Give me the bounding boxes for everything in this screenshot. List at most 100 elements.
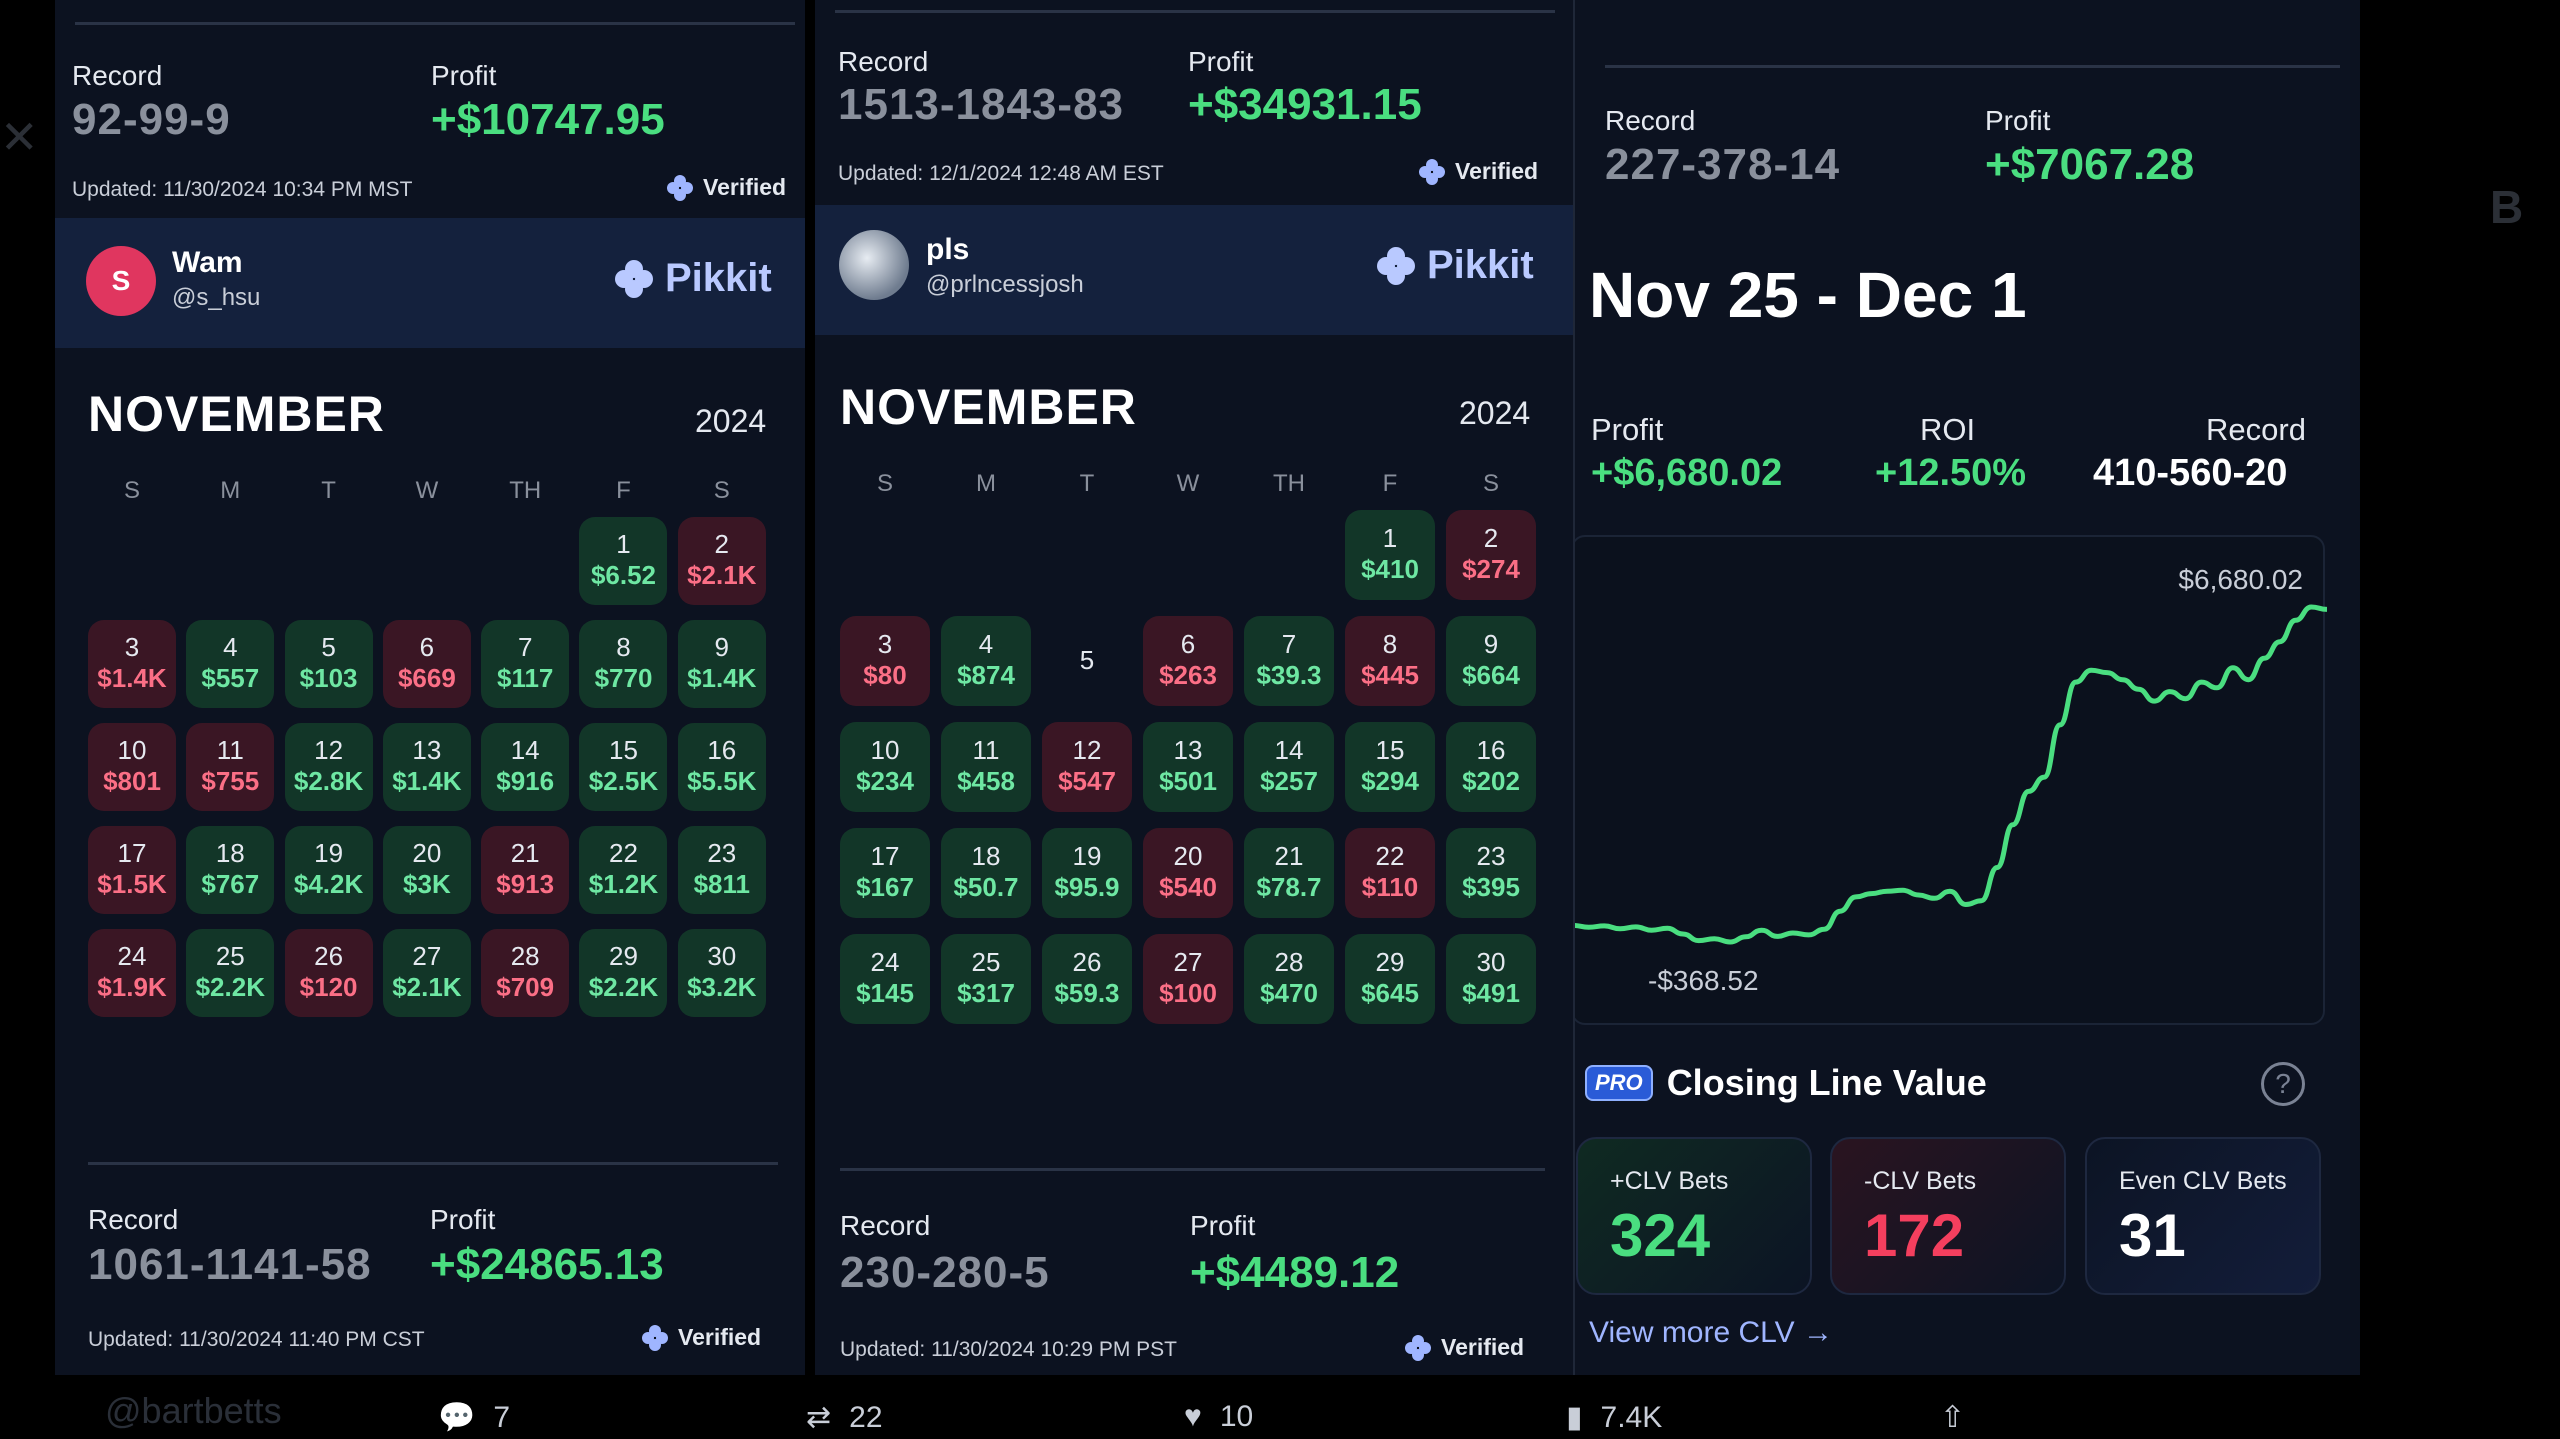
calendar-day-13[interactable]: 13 $501 xyxy=(1143,722,1233,812)
calendar-day-4[interactable]: 4 $874 xyxy=(941,616,1031,706)
calendar-day-27[interactable]: 27 $2.1K xyxy=(382,929,471,1017)
day-amount: $50.7 xyxy=(953,872,1019,903)
calendar-day-19[interactable]: 19 $95.9 xyxy=(1042,828,1132,918)
calendar-day-30[interactable]: 30 $3.2K xyxy=(677,929,766,1017)
calendar-day-24[interactable]: 24 $1.9K xyxy=(88,929,176,1017)
day-amount: $2.2K xyxy=(195,972,265,1003)
divider xyxy=(88,1162,778,1165)
calendar-day-15[interactable]: 15 $2.5K xyxy=(579,723,668,811)
profile-header[interactable]: S Wam @s_hsu Pikkit xyxy=(55,218,805,348)
calendar-day-8[interactable]: 8 $445 xyxy=(1345,616,1435,706)
clv-negative-card[interactable]: -CLV Bets 172 xyxy=(1830,1137,2066,1295)
calendar-day-18[interactable]: 18 $50.7 xyxy=(941,828,1031,918)
day-number: 30 xyxy=(707,941,737,972)
calendar-day-7[interactable]: 7 $117 xyxy=(481,620,570,708)
calendar-day-26[interactable]: 26 $120 xyxy=(284,929,373,1017)
calendar-day-12[interactable]: 12 $2.8K xyxy=(284,723,373,811)
calendar-day-10[interactable]: 10 $234 xyxy=(840,722,930,812)
views-button[interactable]: ▮ 7.4K xyxy=(1566,1400,1662,1435)
repost-button[interactable]: ⇄ 22 xyxy=(806,1400,883,1435)
calendar-day-9[interactable]: 9 $1.4K xyxy=(677,620,766,708)
calendar-day-21[interactable]: 21 $913 xyxy=(481,826,570,914)
day-amount: $4.2K xyxy=(293,869,364,900)
calendar-day-16[interactable]: 16 $202 xyxy=(1446,722,1536,812)
calendar-day-22[interactable]: 22 $110 xyxy=(1345,828,1435,918)
calendar-day-15[interactable]: 15 $294 xyxy=(1345,722,1435,812)
day-number: 12 xyxy=(314,735,344,766)
calendar-day-22[interactable]: 22 $1.2K xyxy=(579,826,668,914)
calendar-day-20[interactable]: 20 $540 xyxy=(1143,828,1233,918)
calendar-day-17[interactable]: 17 $1.5K xyxy=(88,826,176,914)
calendar-day-25[interactable]: 25 $317 xyxy=(941,934,1031,1024)
calendar-day-20[interactable]: 20 $3K xyxy=(382,826,471,914)
calendar-day-5[interactable]: 5 $103 xyxy=(284,620,373,708)
weekday-label: F xyxy=(1382,470,1398,497)
x-logo-icon[interactable]: ✕ xyxy=(0,111,39,163)
profit-label: Profit xyxy=(431,60,497,91)
help-icon[interactable]: ? xyxy=(2261,1062,2305,1106)
profit-value: +$10747.95 xyxy=(431,95,665,144)
calendar-day-16[interactable]: 16 $5.5K xyxy=(677,723,766,811)
calendar-blank xyxy=(481,517,569,605)
calendar-blank xyxy=(1143,510,1233,600)
calendar-day-9[interactable]: 9 $664 xyxy=(1446,616,1536,706)
calendar-day-5[interactable]: 5 xyxy=(1042,616,1132,706)
calendar-day-8[interactable]: 8 $770 xyxy=(579,620,668,708)
calendar-day-7[interactable]: 7 $39.3 xyxy=(1244,616,1334,706)
clv-negative-label: -CLV Bets xyxy=(1864,1167,1977,1195)
calendar-day-2[interactable]: 2 $2.1K xyxy=(677,517,766,605)
calendar-day-14[interactable]: 14 $257 xyxy=(1244,722,1334,812)
calendar-day-13[interactable]: 13 $1.4K xyxy=(382,723,471,811)
calendar-day-6[interactable]: 6 $669 xyxy=(382,620,471,708)
calendar-day-28[interactable]: 28 $709 xyxy=(481,929,570,1017)
calendar-grid: 1 $410 2 $274 3 $80 4 $874 5 6 $263 7 $39.3 8 $445 9 $66… xyxy=(840,510,1545,1024)
day-amount: $767 xyxy=(201,869,260,900)
calendar-day-10[interactable]: 10 $801 xyxy=(88,723,176,811)
weekday-label: T xyxy=(321,477,336,504)
day-number: 30 xyxy=(1476,947,1506,978)
tracker-card-pls: Record 1513-1843-83 Profit +$34931.15 Up… xyxy=(815,0,1573,1375)
tweet-author-handle[interactable]: @bartbetts xyxy=(105,1390,282,1431)
clv-even-card[interactable]: Even CLV Bets 31 xyxy=(2085,1137,2321,1295)
calendar-day-12[interactable]: 12 $547 xyxy=(1042,722,1132,812)
clv-positive-card[interactable]: +CLV Bets 324 xyxy=(1576,1137,1812,1295)
calendar-day-1[interactable]: 1 $6.52 xyxy=(579,517,668,605)
avatar[interactable]: S xyxy=(86,246,156,316)
calendar-day-27[interactable]: 27 $100 xyxy=(1143,934,1233,1024)
weekday-label: S xyxy=(876,470,893,497)
calendar-day-23[interactable]: 23 $395 xyxy=(1446,828,1536,918)
calendar-day-29[interactable]: 29 $645 xyxy=(1345,934,1435,1024)
profile-header[interactable]: pls @prlncessjosh Pikkit xyxy=(815,205,1573,335)
avatar[interactable] xyxy=(839,230,909,300)
reply-button[interactable]: 💬 7 xyxy=(438,1400,510,1435)
share-button[interactable]: ⇧ xyxy=(1940,1400,1965,1435)
calendar-day-19[interactable]: 19 $4.2K xyxy=(284,826,373,914)
calendar-day-3[interactable]: 3 $80 xyxy=(840,616,930,706)
updated-timestamp: Updated: 11/30/2024 10:29 PM PST xyxy=(840,1338,1178,1361)
day-amount: $117 xyxy=(496,663,554,694)
calendar-day-2[interactable]: 2 $274 xyxy=(1446,510,1536,600)
calendar-day-11[interactable]: 11 $755 xyxy=(186,723,275,811)
calendar-day-14[interactable]: 14 $916 xyxy=(481,723,570,811)
calendar-day-23[interactable]: 23 $811 xyxy=(677,826,766,914)
calendar-day-6[interactable]: 6 $263 xyxy=(1143,616,1233,706)
calendar-day-11[interactable]: 11 $458 xyxy=(941,722,1031,812)
calendar-day-3[interactable]: 3 $1.4K xyxy=(88,620,176,708)
weekday-label: S xyxy=(123,477,140,504)
calendar-day-21[interactable]: 21 $78.7 xyxy=(1244,828,1334,918)
calendar-day-26[interactable]: 26 $59.3 xyxy=(1042,934,1132,1024)
day-number: 2 xyxy=(714,529,730,560)
calendar-day-29[interactable]: 29 $2.2K xyxy=(579,929,668,1017)
clv-negative-value: 172 xyxy=(1864,1202,1965,1269)
calendar-day-1[interactable]: 1 $410 xyxy=(1345,510,1435,600)
day-number: 4 xyxy=(978,629,994,660)
like-button[interactable]: ♥ 10 xyxy=(1184,1400,1253,1434)
calendar-day-24[interactable]: 24 $145 xyxy=(840,934,930,1024)
calendar-day-17[interactable]: 17 $167 xyxy=(840,828,930,918)
calendar-day-4[interactable]: 4 $557 xyxy=(186,620,275,708)
calendar-day-25[interactable]: 25 $2.2K xyxy=(186,929,275,1017)
calendar-day-28[interactable]: 28 $470 xyxy=(1244,934,1334,1024)
view-more-clv-link[interactable]: View more CLV → xyxy=(1589,1316,1833,1349)
calendar-day-30[interactable]: 30 $491 xyxy=(1446,934,1536,1024)
calendar-day-18[interactable]: 18 $767 xyxy=(186,826,275,914)
